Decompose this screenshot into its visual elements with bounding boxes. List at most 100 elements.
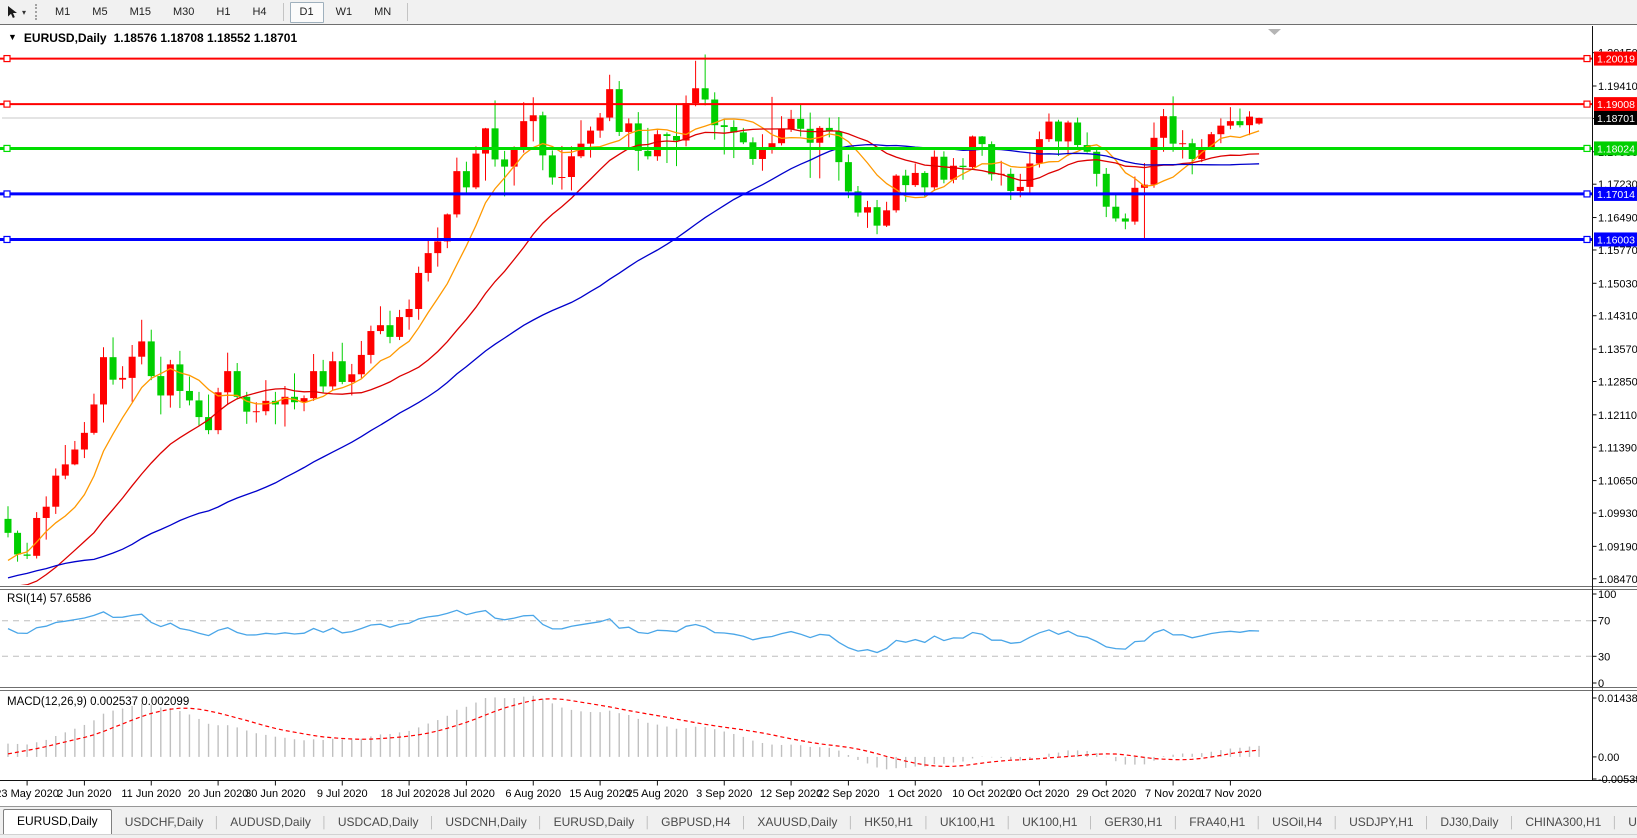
chart-shift-marker[interactable] [1268,29,1281,35]
chart-tab-xauusd-daily[interactable]: XAUUSD,Daily [757,815,838,829]
candle [758,134,766,171]
price-line-axis-label: 1.20019 [1594,51,1637,66]
tab-separator: │ [1508,817,1516,829]
chart-tab-uk100-h1[interactable]: UK100,H1 [1022,815,1078,829]
chart-collapse-icon[interactable]: ▼ [8,32,17,42]
candle [396,309,404,341]
candle [844,154,852,199]
candle [42,496,50,540]
svg-text:1.18701: 1.18701 [1597,113,1635,125]
tab-separator: │ [922,817,930,829]
cursor-tool-dropdown-icon[interactable]: ▾ [22,7,27,17]
candle [33,512,41,559]
timeframe-button-h4[interactable]: H4 [252,5,267,18]
candle [1140,163,1148,239]
candle [567,146,575,191]
line-drag-handle[interactable] [3,190,11,198]
chart-tab-hk50-h1[interactable]: HK50,H1 [864,815,913,829]
line-drag-handle[interactable] [3,235,11,244]
chart-tab-fra40-h1[interactable]: FRA40,H1 [1189,815,1246,829]
chart-tab-usdchf-daily[interactable]: USDCHF,Daily [124,815,204,829]
price-axis-label: 1.11390 [1598,442,1637,454]
candle [453,157,461,218]
toolbar-grip[interactable] [35,4,38,20]
chart-tab-usdcnh-daily[interactable]: USDCNH,Daily [445,815,527,829]
candle [176,350,184,409]
timeframe-button-m1[interactable]: M1 [55,5,71,18]
macd-signal-line [7,698,1260,768]
line-drag-handle[interactable] [1583,100,1591,108]
line-drag-handle[interactable] [1583,235,1591,244]
candle [386,310,394,344]
tab-separator: │ [1087,817,1095,829]
candle [1045,113,1053,142]
date-axis-label: 11 Jun 2020 [121,788,181,800]
candle [224,352,232,405]
horizontal-line-object[interactable] [0,54,1593,63]
candle [1160,108,1168,152]
candle [348,363,356,396]
candle [482,127,489,181]
chart-tab-uk100-h1[interactable]: UK100,H1 [939,815,996,829]
svg-text:1.18024: 1.18024 [1597,143,1635,155]
toolbar-separator [407,3,409,21]
chart-tab-china300-h1[interactable]: CHINA300,H1 [1525,815,1602,829]
line-drag-handle[interactable] [1583,54,1591,63]
candle [424,239,432,282]
horizontal-line-object[interactable] [0,235,1593,244]
timeframe-button-d1[interactable]: D1 [289,1,324,23]
date-axis-label: 17 Nov 2020 [1199,788,1261,800]
line-drag-handle[interactable] [1583,144,1591,153]
candle [778,116,786,146]
chart-canvas[interactable]: 1.201501.194101.186901.179501.172301.164… [0,25,1637,807]
timeframe-button-m30[interactable]: M30 [172,5,195,18]
chart-tab-gbpusd-h4[interactable]: GBPUSD,H4 [661,815,731,829]
tab-separator: │ [1423,817,1431,829]
chart-tab-usoil-h1[interactable]: USOil,H1 [1628,815,1637,829]
tab-separator: │ [740,817,748,829]
chart-tab-eurusd-daily[interactable]: EURUSD,Daily [3,809,112,835]
candle [1188,138,1196,175]
timeframe-button-w1[interactable]: W1 [335,5,353,18]
line-drag-handle[interactable] [3,100,11,108]
candle [1026,152,1034,194]
line-drag-handle[interactable] [1583,190,1591,198]
chart-tab-audusd-daily[interactable]: AUDUSD,Daily [230,815,311,829]
chart-tab-usdjpy-h1[interactable]: USDJPY,H1 [1349,815,1414,829]
horizontal-line-object[interactable] [0,144,1593,153]
horizontal-line-object[interactable] [0,190,1593,198]
candle [606,74,614,122]
candle [587,126,595,158]
chart-tab-dj30-daily[interactable]: DJ30,Daily [1440,815,1499,829]
candle [1112,192,1120,222]
candle [281,385,289,427]
chart-tab-eurusd-daily[interactable]: EURUSD,Daily [553,815,635,829]
candle [14,530,22,562]
timeframe-button-m5[interactable]: M5 [92,5,108,18]
line-drag-handle[interactable] [3,54,11,63]
chart-tabs-bar: EURUSD,Daily USDCHF,Daily │ AUDUSD,Daily │ US… [0,806,1637,835]
tab-separator: │ [847,817,855,829]
line-drag-handle[interactable] [3,144,11,153]
price-line-axis-label: 1.19008 [1594,97,1637,112]
chart-symbol-label: EURUSD,Daily [23,31,107,45]
timeframe-button-h1[interactable]: H1 [216,5,231,18]
svg-text:1.16003: 1.16003 [1597,234,1635,246]
candle [376,306,384,335]
price-line-axis-label: 1.18024 [1594,141,1637,156]
timeframe-button-mn[interactable]: MN [374,5,392,18]
chart-tab-ger30-h1[interactable]: GER30,H1 [1104,815,1163,829]
chart-tab-usoil-h4[interactable]: USOil,H4 [1272,815,1323,829]
status-strip [0,834,1637,838]
candle [1121,213,1129,230]
cursor-tool-button[interactable]: ▾ [0,2,30,22]
chart-tabs: EURUSD,Daily USDCHF,Daily │ AUDUSD,Daily │ US… [0,809,1637,835]
candle [71,440,79,466]
timeframe-button-m15[interactable]: M15 [129,5,151,18]
price-axis-label: 1.12110 [1598,410,1637,422]
horizontal-line-object[interactable] [0,100,1593,108]
candle [1179,130,1187,159]
chart-tab-usdcad-daily[interactable]: USDCAD,Daily [337,815,419,829]
candle [1255,117,1263,125]
candle [4,506,12,538]
